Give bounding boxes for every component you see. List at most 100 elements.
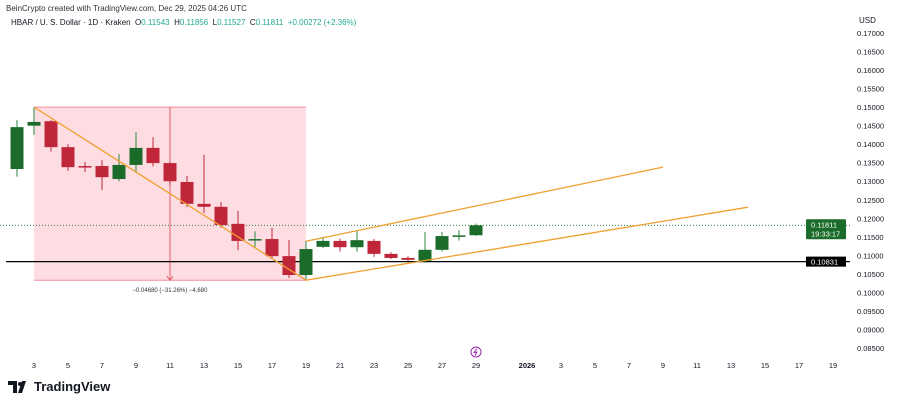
candle-body — [350, 240, 364, 248]
y-tick-label: 0.14000 — [857, 140, 884, 149]
x-tick-label: 11 — [693, 361, 701, 370]
candle-body — [452, 235, 466, 237]
last-price-badge — [806, 219, 846, 240]
candle-body — [231, 223, 245, 241]
candle-body — [333, 240, 347, 248]
candle-body — [316, 240, 330, 247]
y-tick-label: 0.12000 — [857, 214, 884, 223]
tradingview-logo: TradingView — [8, 379, 110, 394]
candle-body — [27, 121, 41, 126]
x-tick-label: 5 — [66, 361, 70, 370]
candle-body — [61, 147, 75, 168]
x-tick-label: 2026 — [519, 361, 536, 370]
y-tick-label: 0.15500 — [857, 85, 884, 94]
x-tick-label: 3 — [32, 361, 36, 370]
candle-body — [95, 166, 109, 178]
candle-body — [367, 240, 381, 254]
candle — [248, 231, 262, 248]
y-tick-label: 0.13500 — [857, 159, 884, 168]
candle — [265, 227, 279, 260]
y-tick-label: 0.13000 — [857, 177, 884, 186]
y-tick-label: 0.17000 — [857, 29, 884, 38]
candle — [146, 137, 160, 167]
candle-body — [180, 181, 194, 204]
x-tick-label: 15 — [761, 361, 769, 370]
last-price-label: 0.11811 — [811, 220, 837, 229]
support-price-badge — [806, 256, 846, 267]
candle-body — [112, 164, 126, 180]
candle — [350, 231, 364, 252]
open-value: 0.11543 — [141, 18, 170, 27]
x-tick-label: 17 — [268, 361, 276, 370]
x-tick-label: 17 — [795, 361, 803, 370]
candle-body — [44, 121, 58, 148]
x-tick-label: 11 — [166, 361, 174, 370]
candle — [61, 144, 75, 171]
measure-arrow-icon — [166, 275, 174, 282]
support-price-label: 0.10831 — [811, 258, 838, 267]
candle — [231, 210, 245, 251]
x-tick-label: 3 — [559, 361, 563, 370]
x-tick-label: 13 — [727, 361, 735, 370]
y-tick-label: 0.10500 — [857, 270, 884, 279]
candle-body — [197, 203, 211, 207]
x-tick-label: 7 — [627, 361, 631, 370]
x-tick-label: 9 — [661, 361, 665, 370]
lightning-event-icon — [470, 346, 482, 358]
x-tick-label: 23 — [370, 361, 378, 370]
x-tick-label: 15 — [234, 361, 242, 370]
candle-body — [10, 127, 24, 170]
candle-body — [435, 236, 449, 250]
measure-label: −0.04680 (−31.26%) −4,680 — [133, 288, 209, 294]
y-tick-label: 0.16000 — [857, 66, 884, 75]
candle-body — [214, 206, 228, 225]
candle — [384, 252, 398, 260]
candle-body — [248, 239, 262, 241]
candle — [452, 230, 466, 241]
x-tick-label: 19 — [302, 361, 310, 370]
countdown-label: 19:33:17 — [811, 229, 840, 238]
candle-body — [469, 225, 483, 236]
candle — [163, 161, 177, 185]
candle-body — [163, 163, 177, 182]
y-tick-label: 0.14500 — [857, 122, 884, 131]
x-tick-label: 7 — [100, 361, 104, 370]
candle-body — [384, 253, 398, 258]
y-tick-label: 0.16500 — [857, 48, 884, 57]
x-tick-label: 21 — [336, 361, 344, 370]
y-tick-label: 0.12500 — [857, 196, 884, 205]
credit-text: BeinCrypto created with TradingView.com,… — [6, 4, 247, 13]
candle — [197, 154, 211, 214]
candle — [95, 160, 109, 191]
candle — [418, 232, 432, 263]
candle — [180, 176, 194, 208]
x-tick-label: 27 — [438, 361, 446, 370]
candle-body — [78, 166, 92, 168]
y-tick-label: 0.09000 — [857, 325, 884, 334]
y-tick-label: 0.09500 — [857, 307, 884, 316]
candle — [10, 120, 24, 177]
high-value: 0.11856 — [179, 18, 209, 27]
currency-label[interactable]: USD — [859, 16, 876, 25]
candle-body — [282, 256, 296, 276]
candle — [435, 232, 449, 252]
candle-body — [401, 257, 415, 260]
y-tick-label: 0.11500 — [857, 233, 884, 242]
candle — [112, 154, 126, 182]
downtrend-line — [33, 106, 307, 281]
candle — [27, 107, 41, 135]
x-tick-label: 29 — [472, 361, 480, 370]
candle — [214, 201, 228, 228]
candle — [44, 120, 58, 152]
tradingview-logo-icon — [8, 380, 26, 393]
low-label: L — [212, 18, 218, 27]
candle — [367, 239, 381, 257]
candle-body — [299, 249, 313, 276]
candle — [129, 131, 143, 172]
y-tick-label: 0.15000 — [857, 103, 884, 112]
logo-text: TradingView — [34, 379, 111, 394]
candle-body — [265, 239, 279, 257]
candle — [316, 236, 330, 248]
candle — [282, 240, 296, 278]
